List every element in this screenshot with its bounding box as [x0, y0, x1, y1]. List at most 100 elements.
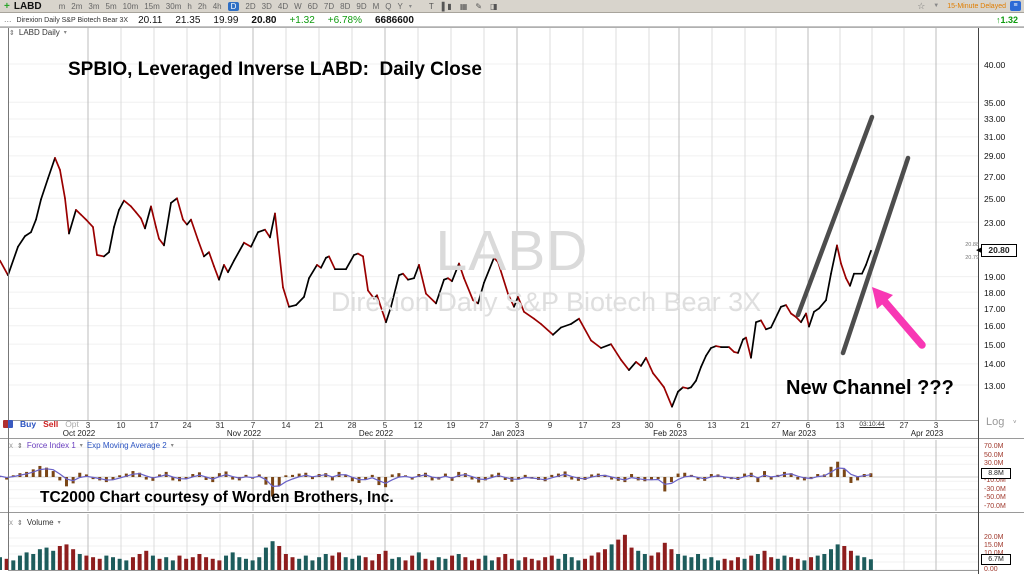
- timeframe-button-Q[interactable]: Q: [385, 1, 392, 11]
- drawing-tools-icon[interactable]: ✎: [475, 1, 483, 11]
- force-ema-dropdown-icon[interactable]: ▾: [170, 443, 174, 449]
- force-drag-icon[interactable]: ⇕: [17, 442, 23, 450]
- timeframe-button-10m[interactable]: 10m: [122, 1, 139, 11]
- bar-chart-icon[interactable]: ▌▮: [441, 1, 452, 11]
- symbol-full-name: Direxion Daily S&P Biotech Bear 3X: [16, 16, 129, 24]
- month-label: Dec 2022: [358, 428, 394, 438]
- options-button[interactable]: Opt: [65, 419, 79, 429]
- timeframe-button-8D[interactable]: 8D: [340, 1, 351, 11]
- volume-axis-label: 0.00: [984, 566, 998, 573]
- price-axis-label: 33.00: [984, 114, 1006, 125]
- timeframe-button-4D[interactable]: 4D: [277, 1, 289, 11]
- force-axis-label: -10.0M: [984, 477, 1006, 485]
- buy-button[interactable]: Buy: [20, 419, 37, 429]
- date-tick-label: 17: [578, 420, 588, 430]
- pane-drag-icon[interactable]: ⇕: [9, 29, 15, 37]
- trade-panel-icon[interactable]: [3, 420, 13, 428]
- timeframe-button-m[interactable]: m: [58, 1, 66, 11]
- date-tick-label: 5: [382, 420, 388, 430]
- month-label: Apr 2023: [910, 428, 944, 438]
- quote-change-percent: +6.78%: [327, 14, 362, 26]
- trade-buttons: Buy Sell Opt: [3, 419, 79, 429]
- timeframe-button-15m[interactable]: 15m: [144, 1, 160, 11]
- quote-volume: 6686600: [374, 14, 414, 26]
- timeframe-button-2m[interactable]: 2m: [71, 1, 83, 11]
- date-tick-label: 17: [149, 420, 159, 430]
- volume-bars: [0, 534, 873, 570]
- symbol-label: LABD: [13, 0, 42, 12]
- timeframe-button-h[interactable]: h: [187, 1, 192, 11]
- date-tick-label: 27: [771, 420, 781, 430]
- force-dropdown-icon[interactable]: ▾: [79, 443, 83, 449]
- timeframe-button-Y[interactable]: Y: [397, 1, 403, 11]
- sell-button[interactable]: Sell: [43, 419, 59, 429]
- timeframe-button-30m[interactable]: 30m: [165, 1, 182, 11]
- force-axis-label: -70.0M: [984, 502, 1006, 510]
- pane-title[interactable]: LABD Daily: [18, 28, 60, 37]
- volume-close-button[interactable]: x: [9, 518, 13, 527]
- date-tick-label: 10: [116, 420, 126, 430]
- timeframe-button-D[interactable]: D: [227, 1, 240, 11]
- volume-label[interactable]: Volume: [26, 518, 54, 527]
- force-index-header: x ⇕ Force Index 1 ▾ Exp Moving Average 2…: [9, 441, 174, 450]
- force-close-button[interactable]: x: [9, 441, 13, 450]
- volume-drag-icon[interactable]: ⇕: [17, 519, 23, 527]
- date-tick-label: 19: [446, 420, 456, 430]
- volume-dropdown-icon[interactable]: ▾: [57, 520, 61, 526]
- volume-header: x ⇕ Volume ▾: [9, 518, 61, 527]
- timeframe-button-2D[interactable]: 2D: [245, 1, 256, 11]
- quote-low: 19.99: [213, 14, 239, 26]
- eraser-icon[interactable]: ◨: [490, 1, 498, 11]
- force-axis-label: 70.0M: [984, 443, 1004, 451]
- timeframe-button-6D[interactable]: 6D: [307, 1, 318, 11]
- date-tick-label: 13: [707, 420, 717, 430]
- price-axis-label: 17.00: [984, 303, 1006, 314]
- timeframe-button-3m[interactable]: 3m: [88, 1, 100, 11]
- volume-axis-label: 20.0M: [984, 534, 1004, 541]
- quote-high: 21.35: [175, 14, 201, 26]
- force-ema-label[interactable]: Exp Moving Average 2: [86, 441, 167, 450]
- quote-open: 20.11: [138, 14, 163, 26]
- add-symbol-icon[interactable]: +: [4, 0, 10, 12]
- force-axis-label: 30.0M: [984, 460, 1004, 468]
- chart-title-annotation: SPBIO, Leveraged Inverse LABD: Daily Clo…: [68, 59, 482, 80]
- timeframe-button-3D[interactable]: 3D: [261, 1, 272, 11]
- timeframe-button-9D[interactable]: 9D: [356, 1, 367, 11]
- volume-axis-label: 10.0M: [984, 550, 1003, 557]
- timeframe-button-4h[interactable]: 4h: [212, 1, 222, 11]
- chart-template-icon[interactable]: T: [428, 1, 434, 11]
- timeframe-button-M[interactable]: M: [372, 1, 380, 11]
- date-tick-label: 21: [314, 420, 324, 430]
- date-tick-label: 21: [740, 420, 750, 430]
- quote-bar: ... Direxion Daily S&P Biotech Bear 3X 2…: [0, 14, 1024, 27]
- timeframe-button-7D[interactable]: 7D: [323, 1, 335, 11]
- axis-marker-low: 20.79: [965, 254, 979, 261]
- force-last-value-box: 8.8M: [981, 467, 1011, 479]
- scale-dropdown-icon[interactable]: ˅: [1013, 420, 1017, 426]
- pane-dropdown-icon[interactable]: ▾: [63, 30, 67, 36]
- price-axis-label: 16.00: [984, 321, 1006, 332]
- timeframe-button-W[interactable]: W: [294, 1, 302, 11]
- month-label: Feb 2023: [653, 428, 687, 438]
- favorites-star-icon[interactable]: ☆: [917, 0, 926, 11]
- scale-mode-label[interactable]: Log: [986, 416, 1005, 428]
- month-label: Mar 2023: [782, 428, 816, 438]
- app-badge-icon[interactable]: ≡: [1010, 1, 1021, 11]
- timeframe-dropdown-icon[interactable]: ▾: [408, 3, 412, 10]
- month-label: Nov 2022: [226, 428, 262, 438]
- axis-marker-high: 20.88: [965, 241, 979, 248]
- watchlist-grid-icon[interactable]: ▦: [459, 1, 468, 11]
- price-axis-label: 18.00: [984, 287, 1006, 298]
- force-index-label[interactable]: Force Index 1: [26, 441, 76, 450]
- price-marker-arrow-icon: ◀: [976, 247, 982, 255]
- more-options-button[interactable]: ...: [4, 13, 12, 24]
- date-tick-label: 6: [676, 420, 682, 430]
- filter-funnel-icon[interactable]: ▼: [933, 3, 940, 9]
- timeframe-button-5m[interactable]: 5m: [105, 1, 117, 11]
- date-tick-label: 7: [250, 420, 256, 430]
- gridlines: [9, 28, 978, 571]
- date-tick-label: 13: [835, 420, 845, 430]
- timeframe-button-2h[interactable]: 2h: [197, 1, 207, 11]
